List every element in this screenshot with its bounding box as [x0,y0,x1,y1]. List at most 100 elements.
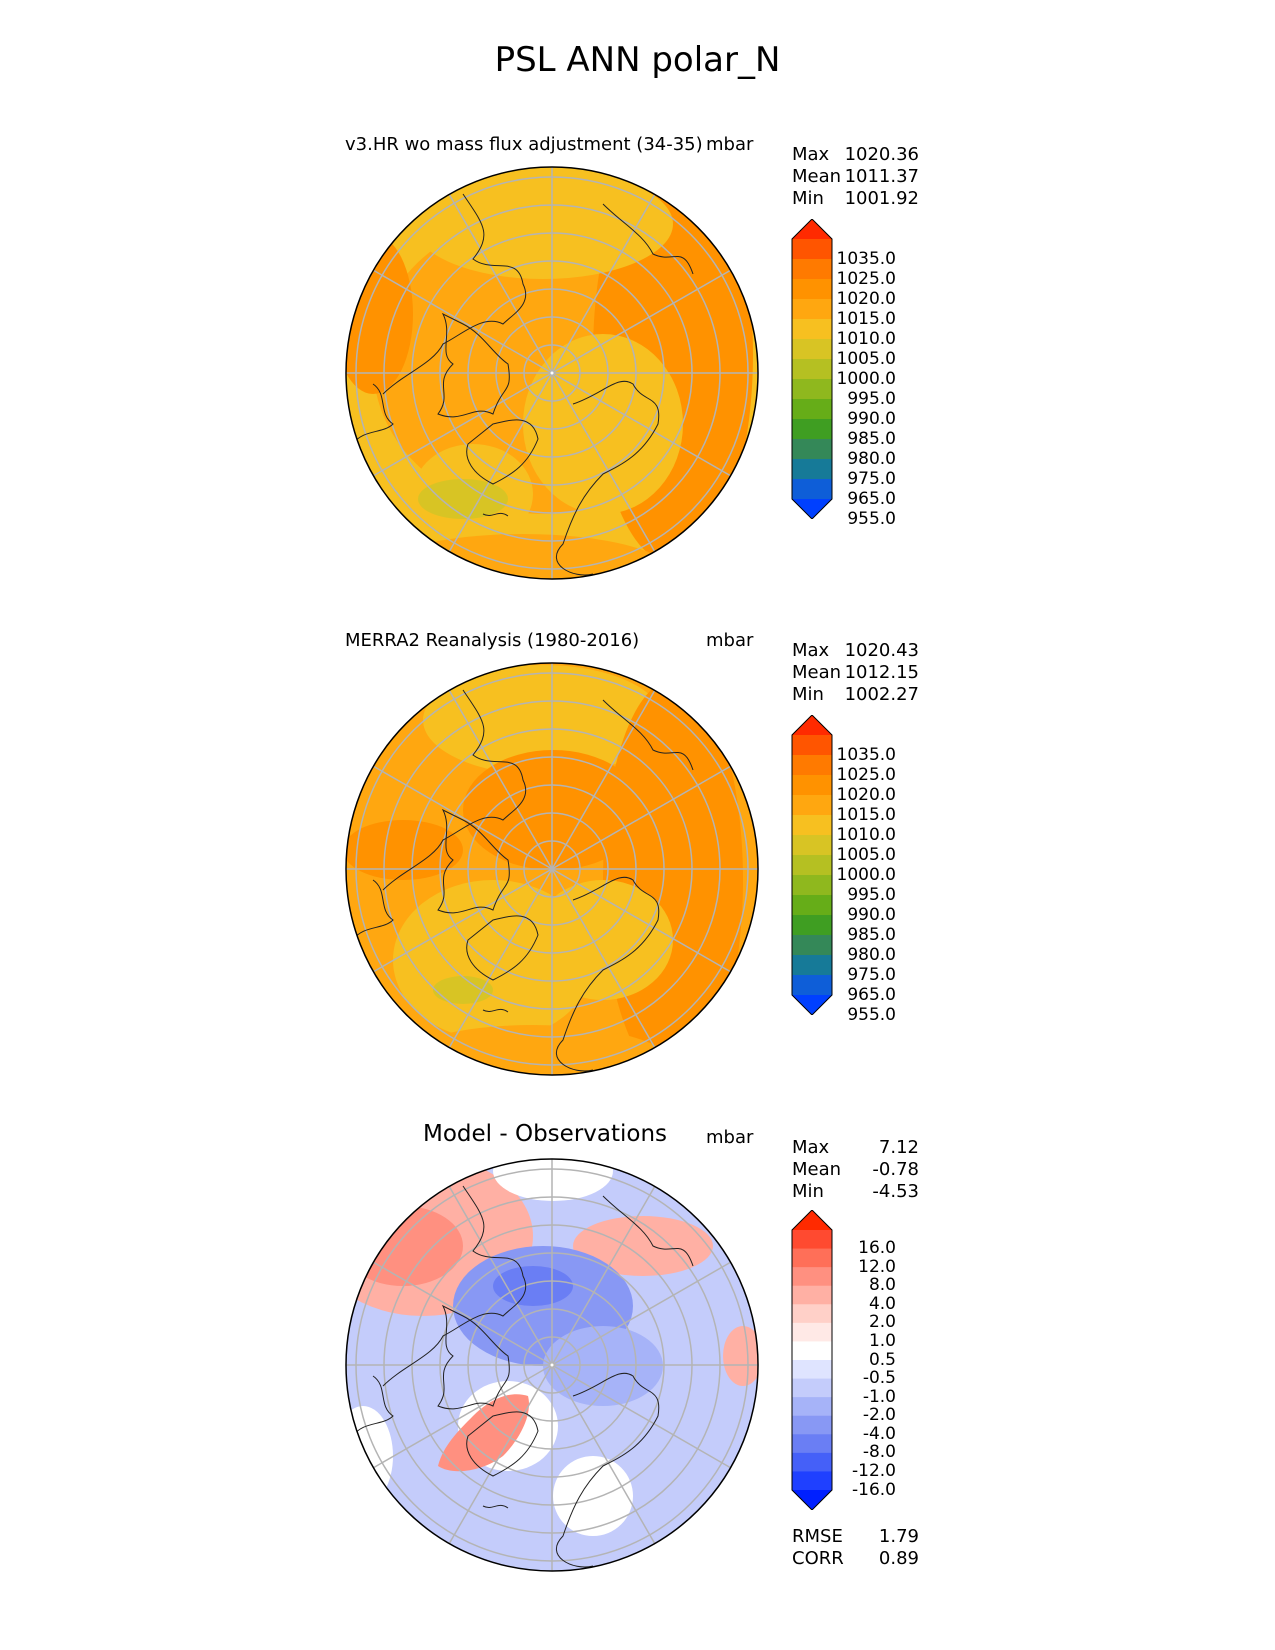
pressure-region-1020-west [346,820,463,880]
stat-value: 1001.92 [844,188,919,209]
colorbar-tick-label: 980.0 [847,944,896,965]
colorbar-segment [792,359,832,380]
anomaly-neutral-south [553,1456,633,1536]
colorbar-tick-label: 1010.0 [836,824,896,845]
polar-map-test [345,166,759,580]
units-label-difference: mbar [706,1127,754,1148]
pressure-region-1020-arctic [463,750,643,870]
anomaly-positive-northeast [573,1216,713,1276]
colorbar-tick-label: 8.0 [868,1275,896,1296]
stat-value: 1011.37 [844,166,919,187]
colorbar-segment [792,955,832,976]
coastlines [352,193,694,576]
colorbar-segment [792,1341,832,1361]
colorbar-segment [792,1378,832,1398]
colorbar-tick-label: 1015.0 [836,308,896,329]
coastlines [352,1185,694,1568]
colorbar-segment [792,279,832,300]
colorbar-difference [791,1210,833,1510]
anomaly-positive-east-edge [723,1326,758,1386]
colorbar-tick-label: 1035.0 [836,744,896,765]
colorbar-tick-label: 1025.0 [836,764,896,785]
colorbar-tick-label: 1000.0 [836,368,896,389]
colorbar-segment [792,975,832,996]
colorbar-extend-max [792,715,832,735]
colorbar-extend-max [792,219,832,239]
colorbar-tick-label: 0.5 [868,1349,896,1370]
colorbar-segment [792,299,832,320]
north-pole-marker [550,1363,554,1367]
stat-value: 1002.27 [844,684,919,705]
stats-box-difference: Max 7.12 Mean -0.78 Min -4.53 [792,1137,919,1203]
colorbar-segment [792,1322,832,1342]
stats-box-reference: Max 1020.43 Mean 1012.15 Min 1002.27 [792,640,919,706]
stat-value: 1012.15 [844,662,919,683]
panel-title-reference: MERRA2 Reanalysis (1980-2016) [345,630,640,651]
polar-map-reference [345,662,759,1076]
anomaly-neutral-north [493,1159,613,1201]
colorbar-segment [792,795,832,816]
colorbar-segment [792,755,832,776]
colorbar-tick-label: 2.0 [868,1312,896,1333]
colorbar-outline [791,219,833,519]
colorbar-segment [792,1267,832,1287]
colorbar-extend-min [792,995,832,1015]
colorbar-tick-label: 955.0 [847,1004,896,1025]
colorbar-tick-label: 1000.0 [836,864,896,885]
stat-label: Mean [792,662,842,683]
colorbar-segment [792,915,832,936]
stat-label: Mean [792,166,842,187]
stat-value: 7.12 [878,1137,919,1158]
stats-box-test: Max 1020.36 Mean 1011.37 Min 1001.92 [792,144,919,210]
colorbar-segment [792,239,832,260]
stat-label: Max [792,640,830,661]
metric-label: RMSE [792,1526,843,1547]
colorbar-tick-label: 985.0 [847,428,896,449]
colorbar-tick-label: 1005.0 [836,844,896,865]
stat-value: -0.78 [872,1159,919,1180]
colorbar-extend-min [792,1490,832,1510]
colorbar-segment [792,379,832,400]
stat-value: -4.53 [872,1181,919,1202]
stat-value: 1020.43 [844,640,919,661]
colorbar-tick-label: -12.0 [852,1460,896,1481]
colorbar-tick-label: 1025.0 [836,268,896,289]
map-boundary [345,1158,759,1572]
stat-label: Mean [792,1159,842,1180]
graticule [346,663,758,1075]
colorbar-extend-min [792,499,832,519]
colorbar-segment [792,1452,832,1472]
colorbar-tick-label: 975.0 [847,964,896,985]
colorbar-outline [791,1210,833,1510]
stat-value: 1020.36 [844,144,919,165]
colorbar-segment [792,1230,832,1250]
colorbar-tick-label: -2.0 [862,1405,896,1426]
colorbar-tick-label: 965.0 [847,984,896,1005]
pressure-region-1005-iceland [433,976,493,1004]
colorbar-segment [792,775,832,796]
panel-title-test: v3.HR wo mass flux adjustment (34-35) [345,134,703,155]
colorbar-test [791,219,833,519]
anomaly-negative-arctic-core [493,1266,573,1306]
colorbar-tick-label: 1005.0 [836,348,896,369]
colorbar-tick-label: -0.5 [862,1368,896,1389]
metric-label: CORR [792,1548,844,1569]
colorbar-segment [792,319,832,340]
colorbar-tick-label: 985.0 [847,924,896,945]
figure-title: PSL ANN polar_N [494,40,781,80]
colorbar-segment [792,1397,832,1417]
colorbar-tick-label: 990.0 [847,904,896,925]
colorbar-segment [792,259,832,280]
colorbar-segment [792,1415,832,1435]
colorbar-tick-label: 1020.0 [836,784,896,805]
colorbar-segment [792,895,832,916]
polar-map-difference [345,1158,759,1572]
colorbar-segment [792,1434,832,1454]
colorbar-segment [792,1248,832,1268]
colorbar-segment [792,855,832,876]
colorbar-segment [792,735,832,756]
map-boundary [345,662,759,1076]
colorbar-tick-label: 1015.0 [836,804,896,825]
coastlines [352,689,694,1072]
colorbar-tick-label: 975.0 [847,468,896,489]
